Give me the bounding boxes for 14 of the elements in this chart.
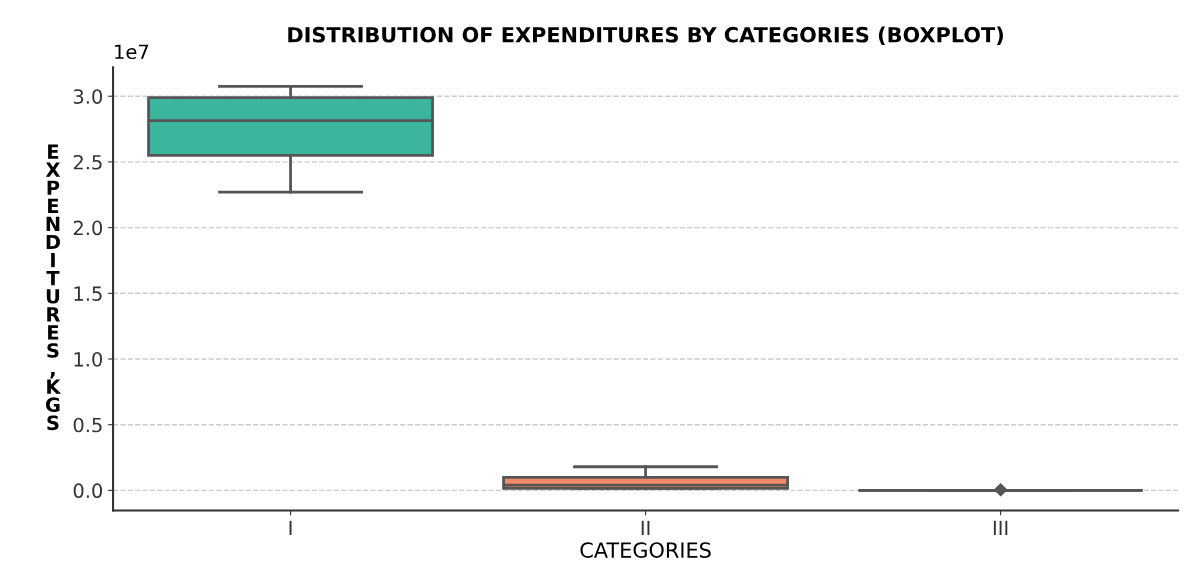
y-tick-label: 1.5 <box>74 286 102 301</box>
y-tick-label: 0.0 <box>73 483 103 499</box>
chart-title: DISTRIBUTION OF EXPENDITURES BY CATEGORIES (BOXPLOT) <box>288 26 1003 46</box>
x-tick-label: III <box>993 520 1008 536</box>
y-tick-label: 2.0 <box>73 220 103 236</box>
x-tick-label: I <box>289 520 292 536</box>
x-axis-title: CATEGORIES <box>580 542 711 558</box>
y-tick-label: 0.5 <box>73 417 102 433</box>
text: EXPENDITURES, KGS <box>45 144 62 431</box>
text: 1e7 <box>115 44 149 60</box>
x-tick-label: II <box>641 520 650 536</box>
y-tick-label: 2.5 <box>73 154 102 170</box>
y-tick-label: 3.0 <box>73 89 103 104</box>
y-tick-label: 1.0 <box>74 351 103 367</box>
